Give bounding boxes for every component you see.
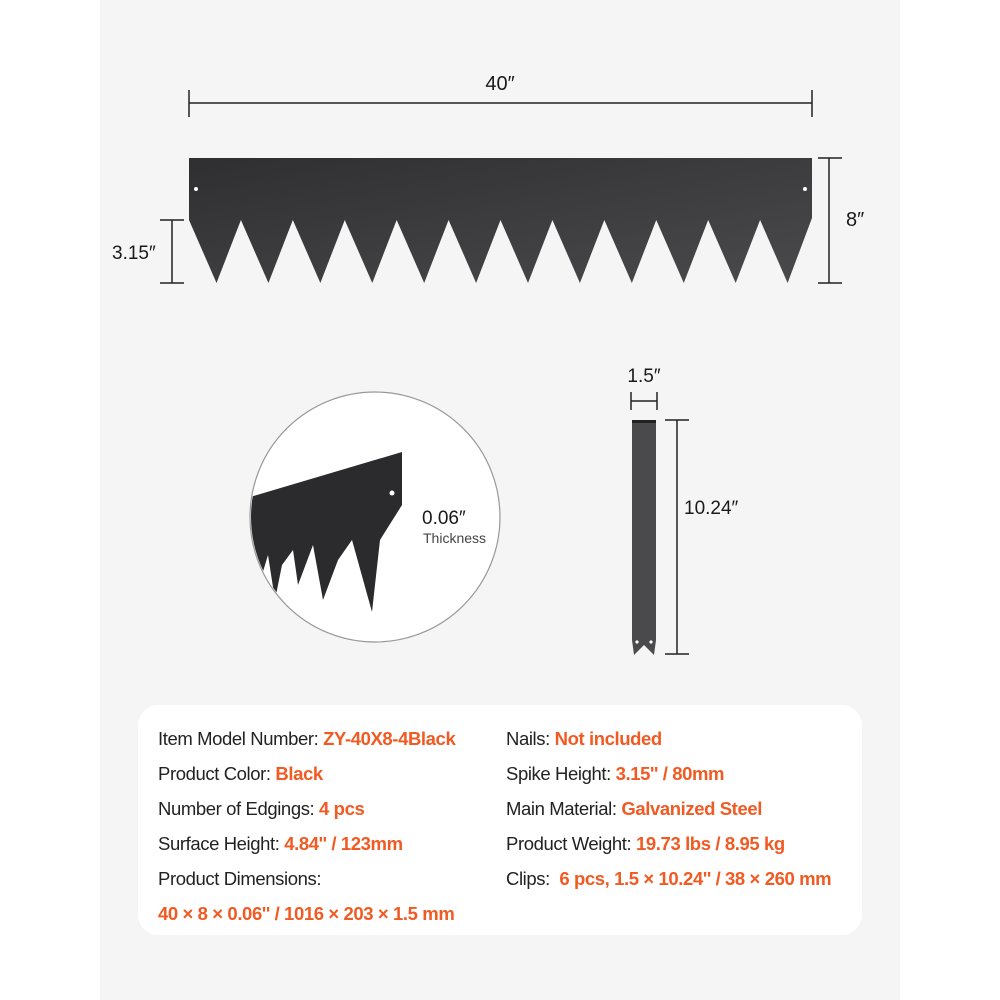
spec-row: Product Weight: 19.73 lbs / 8.95 kg <box>506 832 831 867</box>
spec-label: Product Dimensions: <box>158 868 322 889</box>
clip-width-label: 1.5″ <box>627 366 660 387</box>
spec-row: Surface Height: 4.84'' / 123mm <box>158 832 455 867</box>
clip-height-label: 10.24″ <box>684 498 739 519</box>
spec-value: Black <box>275 763 323 784</box>
spec-label: Product Weight: <box>506 833 637 854</box>
spec-value: 19.73 lbs / 8.95 kg <box>636 833 785 854</box>
spec-label: Spike Height: <box>506 763 616 784</box>
spec-value: Not included <box>554 728 663 749</box>
spec-row: Item Model Number: ZY-40X8-4Black <box>158 727 456 762</box>
spike-dimension-line <box>160 219 184 284</box>
height-label: 8″ <box>846 209 864 231</box>
spec-label: Main Material: <box>506 798 622 819</box>
spec-row: Spike Height: 3.15'' / 80mm <box>506 762 831 797</box>
nail-hole <box>803 187 807 191</box>
spec-value: 3.15'' / 80mm <box>615 763 725 784</box>
spec-label: Number of Edgings: <box>158 798 320 819</box>
spec-row: Product Dimensions: 40 × 8 × 0.06'' / 101… <box>158 867 455 937</box>
spec-label: Product Color: <box>158 763 276 784</box>
edging-detail <box>251 452 402 612</box>
clip-height-dimension-line <box>665 419 689 655</box>
spec-value: 4 pcs <box>319 798 365 819</box>
spec-row: Product Color: Black <box>158 762 455 797</box>
spec-row: Clips: 6 pcs, 1.5 × 10.24'' / 38 × 260 m… <box>506 867 832 902</box>
length-label: 40″ <box>485 73 514 95</box>
spec-label: Surface Height: <box>158 833 285 854</box>
spike-height-label: 3.15″ <box>112 243 156 264</box>
thickness-label: Thickness <box>423 530 486 546</box>
spec-label: Item Model Number: <box>158 728 324 749</box>
spec-row: Nails: Not included <box>506 727 831 762</box>
spec-value: Galvanized Steel <box>621 798 762 819</box>
length-dimension-line <box>188 90 813 117</box>
thickness-value: 0.06″ <box>422 508 466 529</box>
spec-value: 40 × 8 × 0.06'' / 1016 × 203 × 1.5 mm <box>158 903 455 924</box>
spec-label: Clips: <box>506 868 560 889</box>
clip-width-dimension-line <box>630 392 658 410</box>
clip <box>632 420 656 655</box>
spec-label: Nails: <box>506 728 555 749</box>
spec-value: 6 pcs, 1.5 × 10.24'' / 38 × 260 mm <box>559 868 832 889</box>
specs-right-column: Nails: Not included Spike Height: 3.15''… <box>506 727 832 902</box>
spec-row: Number of Edgings: 4 pcs <box>158 797 455 832</box>
specs-left-column: Item Model Number: ZY-40X8-4Black Produc… <box>158 727 456 937</box>
spec-value: ZY-40X8-4Black <box>323 728 456 749</box>
height-dimension-line <box>818 157 842 284</box>
edging-panel <box>189 158 812 283</box>
product-diagram: 40″ 8″ 3.15″ 0.06″ Thickness 1.5″ 10.24″ <box>112 73 864 655</box>
specs-card: Item Model Number: ZY-40X8-4Black Produc… <box>138 705 862 935</box>
spec-value: 4.84'' / 123mm <box>284 833 403 854</box>
spec-row: Main Material: Galvanized Steel <box>506 797 831 832</box>
nail-hole <box>194 187 198 191</box>
